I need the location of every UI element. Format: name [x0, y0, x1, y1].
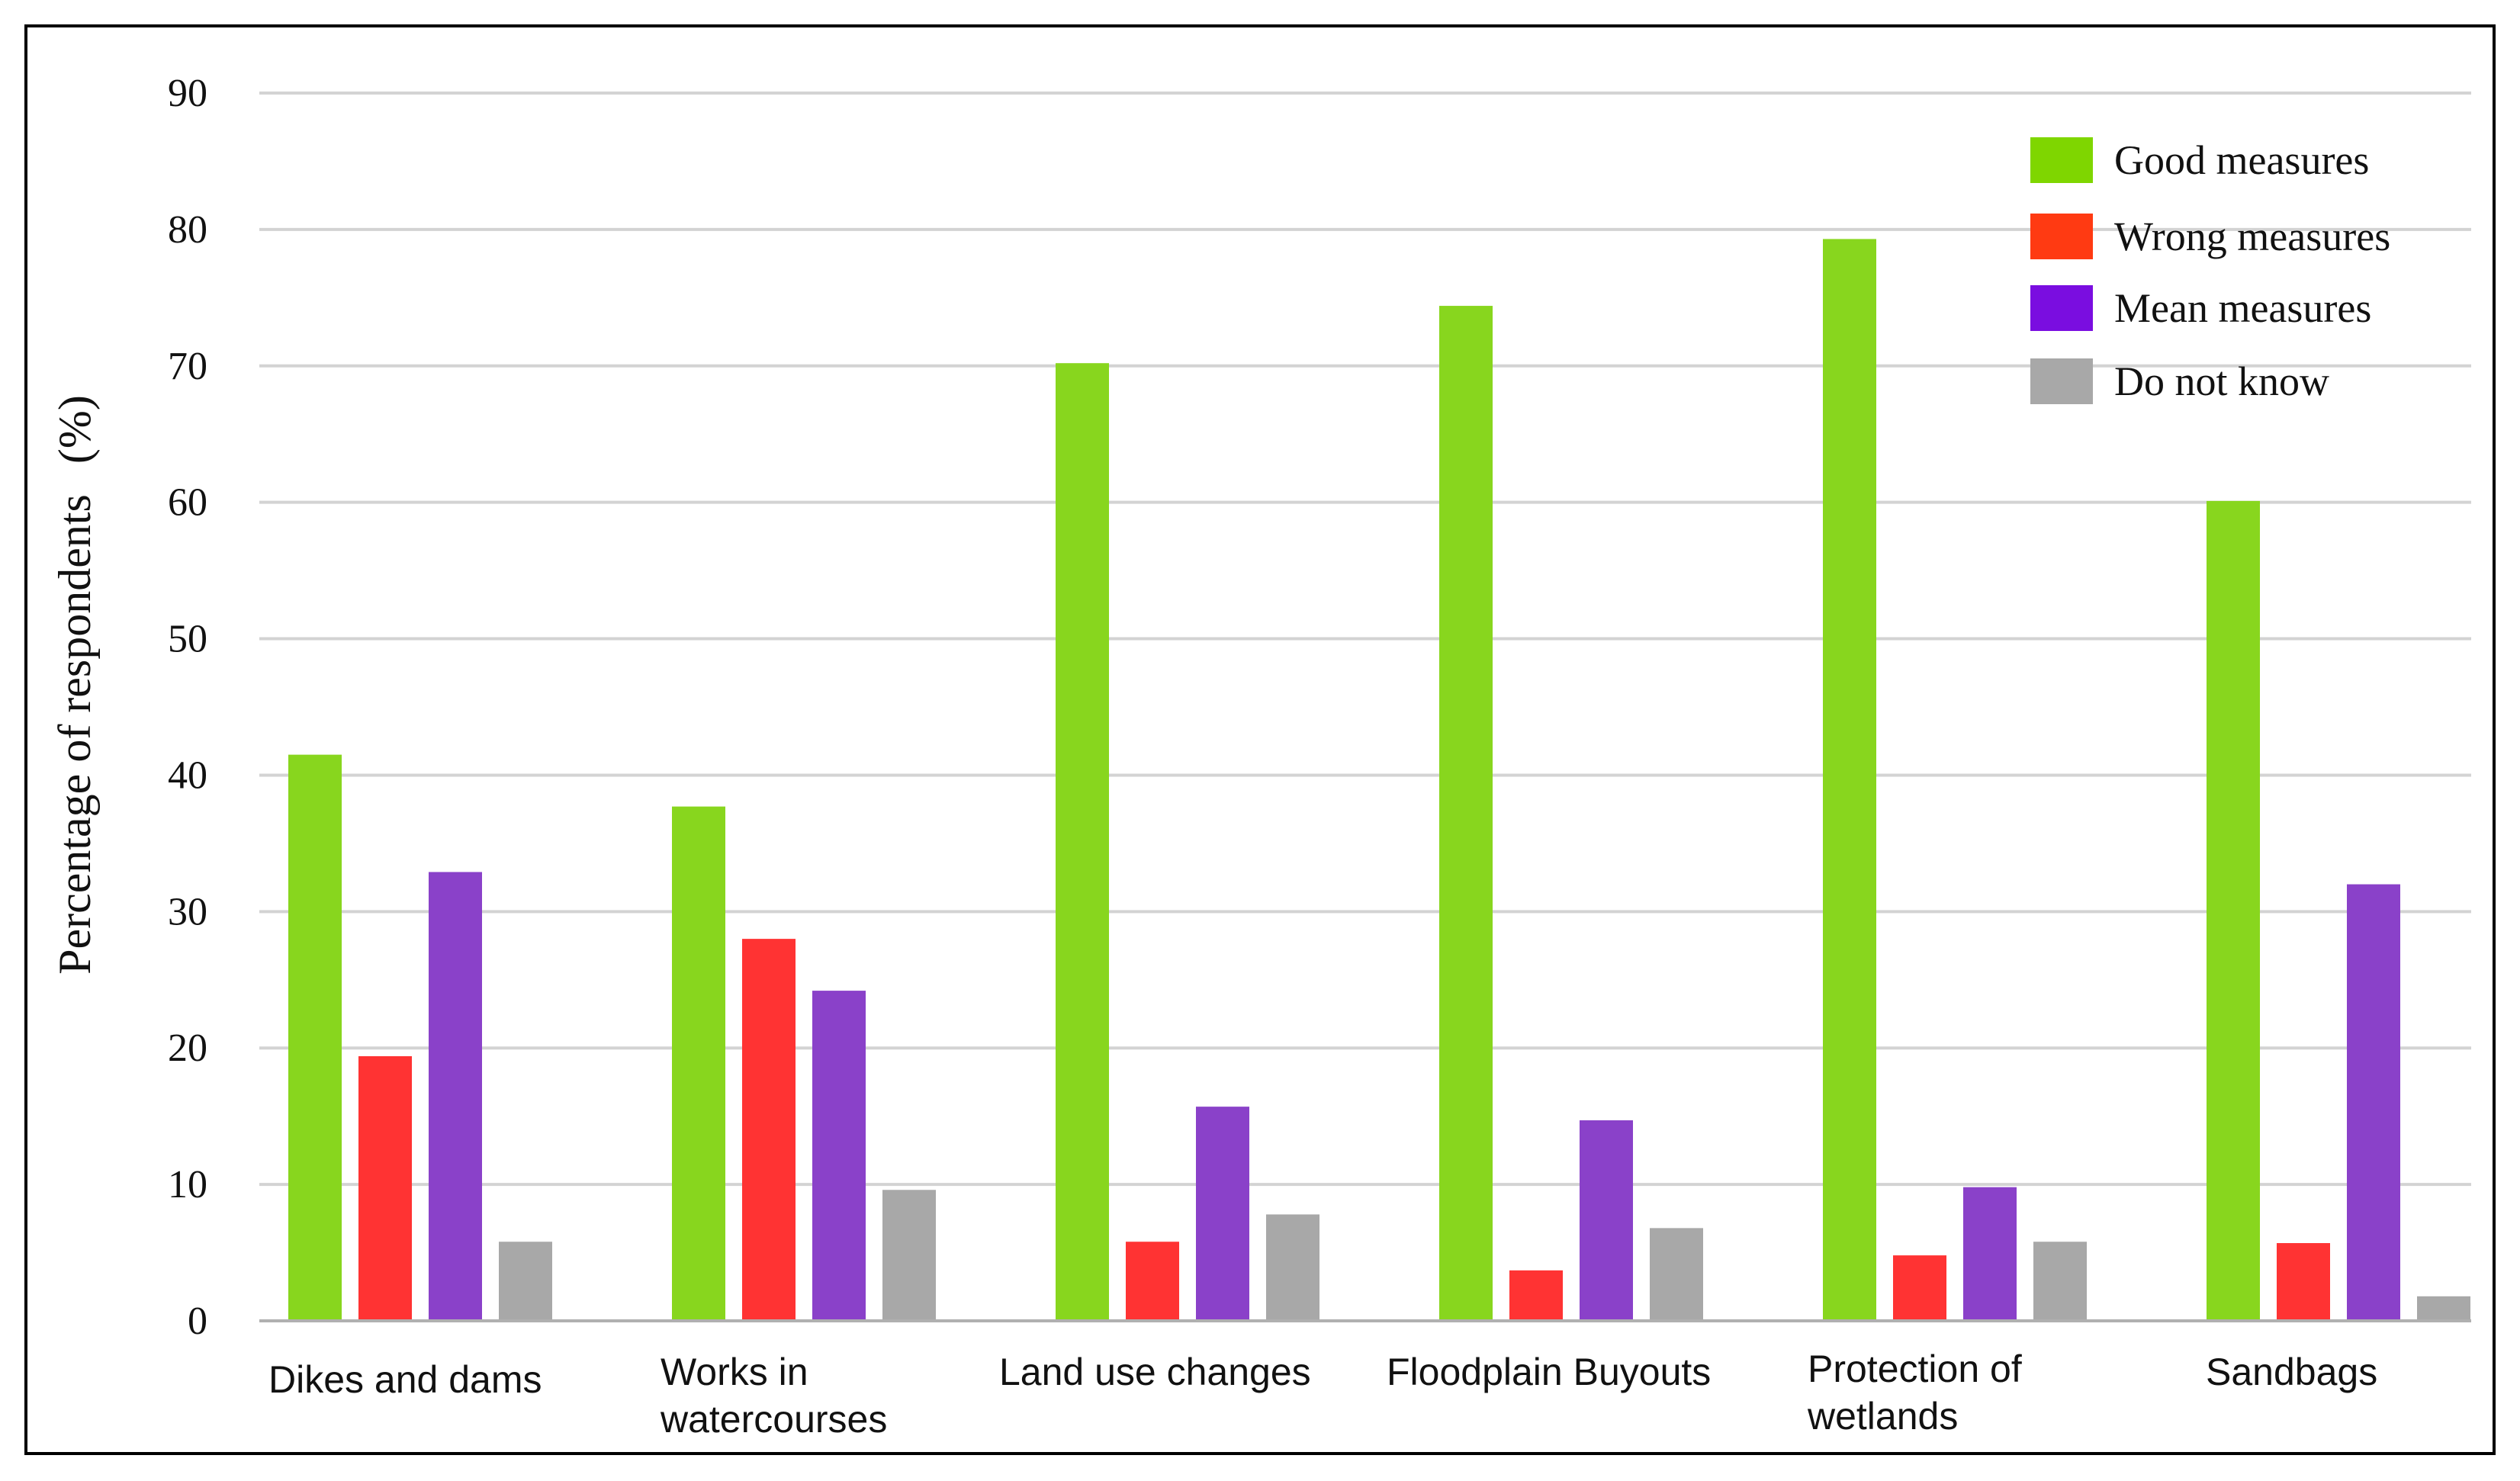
bar-wrong-measures — [1893, 1255, 1946, 1321]
bar-do-not-know — [1266, 1214, 1319, 1321]
legend-label: Wrong measures — [2114, 214, 2390, 259]
y-axis-title: Percentage of respondents (%) — [50, 395, 100, 975]
y-tick-label: 90 — [168, 72, 207, 115]
bar-do-not-know — [2033, 1242, 2087, 1321]
bar-wrong-measures — [1126, 1242, 1179, 1321]
category-label: Works in watercourses — [660, 1351, 887, 1441]
y-tick-label: 50 — [168, 618, 207, 661]
y-tick-label: 60 — [168, 481, 207, 525]
category-label-line: Protection of — [1808, 1348, 2022, 1390]
bar-good-measures — [2207, 500, 2260, 1321]
category-label: Floodplain Buyouts — [1387, 1351, 1711, 1393]
y-tick-label: 0 — [188, 1299, 207, 1343]
y-tick-label: 40 — [168, 753, 207, 797]
category-labels: Dikes and dams Works in watercourses Land u… — [268, 1348, 2377, 1441]
y-tick-label: 30 — [168, 890, 207, 933]
category-label-line: Sandbags — [2206, 1351, 2377, 1393]
y-axis-title-text: Percentage of respondents — [50, 494, 100, 975]
category-label: Dikes and dams — [268, 1358, 542, 1401]
y-axis-title-unit: (%) — [50, 395, 100, 464]
legend-swatch — [2030, 285, 2093, 331]
category-label-line: Dikes and dams — [268, 1358, 542, 1401]
legend-swatch — [2030, 214, 2093, 259]
legend-label: Do not know — [2114, 358, 2329, 404]
bar-mean-measures — [1580, 1120, 1633, 1321]
category-label: Protection of wetlands — [1807, 1348, 2022, 1438]
bar-mean-measures — [812, 991, 866, 1321]
bar-wrong-measures — [742, 939, 796, 1321]
category-label: Land use changes — [999, 1351, 1311, 1393]
y-axis-ticks: 0 10 20 30 40 50 60 70 80 90 — [168, 72, 207, 1343]
bar-wrong-measures — [1509, 1270, 1563, 1321]
bar-do-not-know — [2417, 1296, 2470, 1321]
bar-wrong-measures — [358, 1055, 412, 1321]
bar-mean-measures — [429, 872, 482, 1321]
legend-swatch — [2030, 358, 2093, 404]
bar-do-not-know — [1650, 1228, 1703, 1321]
legend-label: Good measures — [2114, 137, 2369, 183]
bar-good-measures — [288, 754, 342, 1321]
y-tick-label: 70 — [168, 345, 207, 388]
bar-mean-measures — [1963, 1187, 2017, 1321]
bars — [288, 239, 2470, 1322]
legend: Good measures Wrong measures Mean measures… — [2030, 137, 2390, 404]
category-label-line: watercourses — [660, 1398, 887, 1441]
y-tick-label: 10 — [168, 1163, 207, 1206]
category-label-line: wetlands — [1807, 1395, 1958, 1438]
bar-good-measures — [1823, 239, 1876, 1321]
bar-do-not-know — [882, 1190, 936, 1321]
bar-mean-measures — [2347, 884, 2400, 1321]
bar-good-measures — [1056, 363, 1109, 1322]
grid-lines — [259, 92, 2471, 1187]
bar-mean-measures — [1196, 1107, 1249, 1321]
legend-swatch — [2030, 137, 2093, 183]
bar-wrong-measures — [2277, 1243, 2330, 1321]
bar-good-measures — [672, 806, 725, 1321]
legend-label: Mean measures — [2114, 285, 2371, 331]
bar-do-not-know — [499, 1242, 552, 1321]
y-tick-label: 80 — [168, 208, 207, 252]
category-label-line: Works in — [661, 1351, 808, 1393]
category-label: Sandbags — [2206, 1351, 2377, 1393]
y-tick-label: 20 — [168, 1026, 207, 1070]
category-label-line: Land use changes — [999, 1351, 1311, 1393]
bar-good-measures — [1439, 306, 1493, 1322]
category-label-line: Floodplain Buyouts — [1387, 1351, 1711, 1393]
